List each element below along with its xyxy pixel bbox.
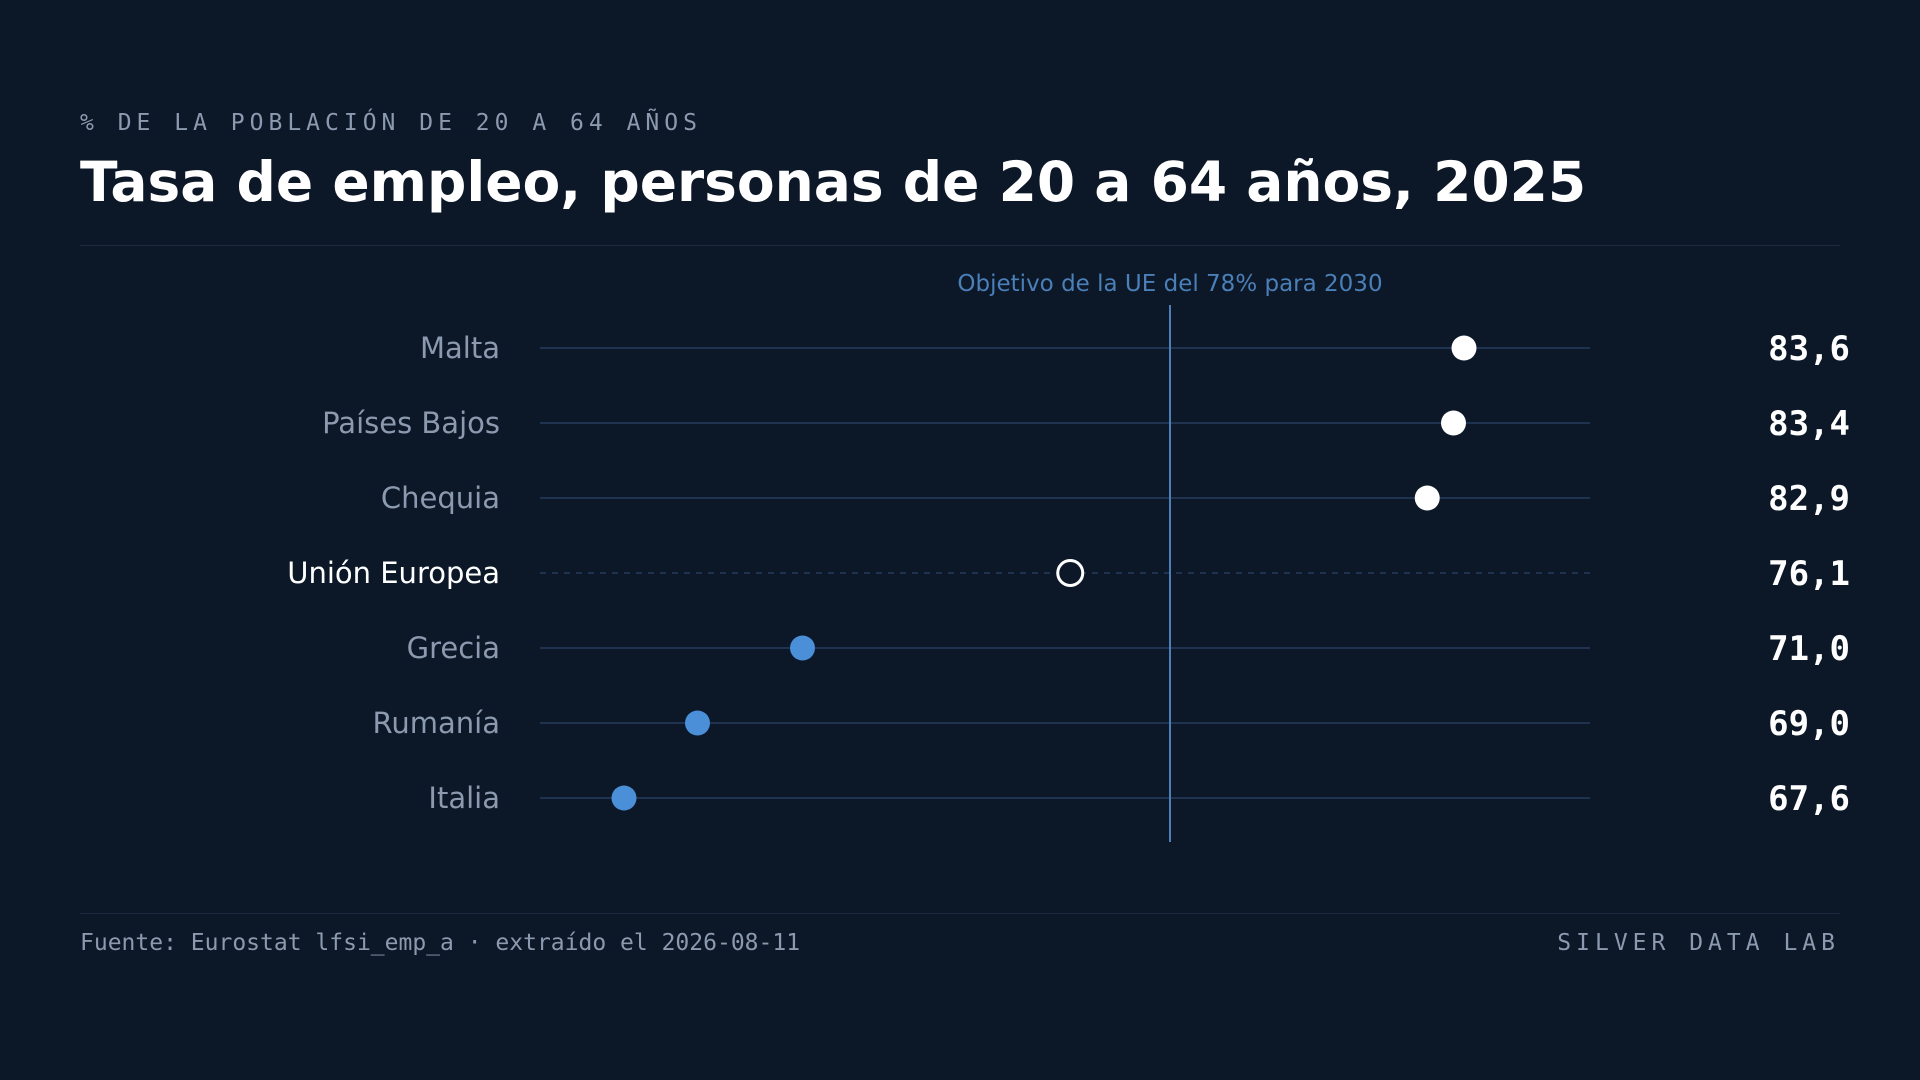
dot-malta (1451, 335, 1477, 361)
footer-divider (80, 913, 1840, 914)
chart-title: Tasa de empleo, personas de 20 a 64 años… (80, 150, 1587, 214)
value-label-union-europea: 76,1 (1768, 554, 1850, 594)
row-label-italia: Italia (428, 781, 500, 815)
value-label-italia: 67,6 (1768, 779, 1850, 819)
source-note: Fuente: Eurostat lfsi_emp_a · extraído e… (80, 930, 801, 956)
header-divider (80, 245, 1840, 246)
reference-line-label: Objetivo de la UE del 78% para 2030 (957, 271, 1382, 297)
dot-rumania (685, 710, 710, 736)
row-label-paises-bajos: Países Bajos (322, 406, 500, 440)
dot-grecia (790, 635, 815, 661)
value-label-paises-bajos: 83,4 (1768, 404, 1850, 444)
row-label-union-europea: Unión Europea (287, 556, 500, 590)
dot-chequia (1414, 485, 1440, 511)
dot-paises-bajos (1441, 410, 1466, 436)
value-label-rumania: 69,0 (1768, 704, 1850, 744)
reference-line-group: Objetivo de la UE del 78% para 2030 (957, 271, 1383, 842)
dot-union-europea (1056, 559, 1085, 587)
brand-label: SILVER DATA LAB (1557, 930, 1840, 956)
chart-dots (611, 335, 1477, 811)
row-label-chequia: Chequia (381, 481, 500, 515)
value-label-chequia: 82,9 (1768, 479, 1850, 519)
dot-italia (611, 785, 637, 811)
row-label-rumania: Rumanía (373, 706, 500, 740)
row-label-grecia: Grecia (407, 631, 500, 665)
row-label-malta: Malta (420, 331, 500, 365)
value-label-grecia: 71,0 (1768, 629, 1850, 669)
value-label-malta: 83,6 (1768, 329, 1850, 369)
chart-rows: Malta 83,6 Países Bajos 83,4 Chequia 82,9 Unió… (287, 329, 1850, 819)
chart-kicker: % DE LA POBLACIÓN DE 20 A 64 AÑOS (80, 110, 702, 136)
